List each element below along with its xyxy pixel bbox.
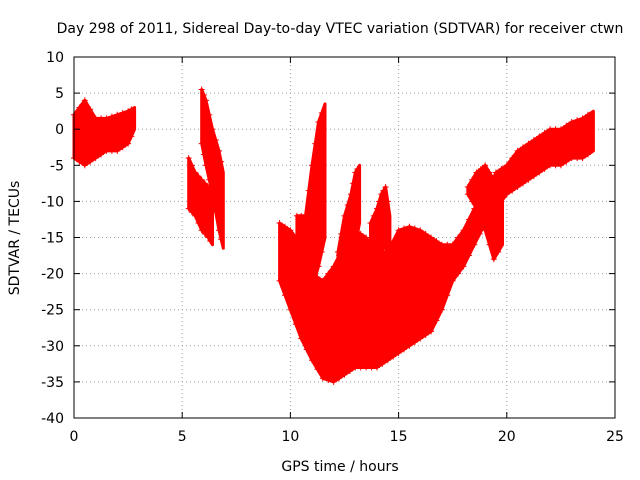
- y-tick-label: 10: [46, 50, 64, 66]
- y-tick-label: -10: [41, 194, 64, 210]
- y-tick-label: -15: [41, 231, 64, 247]
- y-tick-label: -40: [41, 411, 64, 427]
- data-band-band-2b: [200, 88, 225, 250]
- y-tick-label: -35: [41, 375, 64, 391]
- data-band-spike-1: [295, 102, 327, 297]
- y-tick-label: -5: [50, 158, 64, 174]
- tick-marks: [73, 56, 616, 419]
- data-band-band-2a: [187, 156, 214, 247]
- y-tick-label: 5: [55, 86, 64, 102]
- markers-band-2b: [198, 86, 225, 243]
- data-band-spike-4: [466, 163, 504, 261]
- data-band-spike-2: [336, 163, 362, 304]
- y-tick-label: -30: [41, 339, 64, 355]
- markers-band-2a: [185, 155, 214, 245]
- data-band-spike-3: [369, 185, 392, 290]
- markers-spike-4: [464, 162, 502, 263]
- x-tick-label: 5: [178, 429, 187, 445]
- markers-spike-1: [293, 109, 325, 299]
- y-tick-label: -25: [41, 303, 64, 319]
- x-tick-label: 10: [281, 429, 299, 445]
- markers-spike-2: [335, 165, 361, 306]
- tick-labels: 0 5 10 15 20 25 10 5 0 -5 -10 -15 -20 -25 -30 -35 -40: [41, 50, 624, 445]
- markers-spike-3: [367, 183, 391, 277]
- x-tick-label: 0: [70, 429, 79, 445]
- y-axis-label: SDTVAR / TECUs: [7, 181, 23, 296]
- x-tick-label: 15: [390, 429, 408, 445]
- x-tick-label: 25: [606, 429, 624, 445]
- x-tick-label: 20: [498, 429, 516, 445]
- y-tick-label: -20: [41, 267, 64, 283]
- y-tick-label: 0: [55, 122, 64, 138]
- x-axis-label: GPS time / hours: [281, 459, 398, 475]
- data-points: [71, 86, 595, 385]
- chart-title: Day 298 of 2011, Sidereal Day-to-day VTE…: [57, 21, 624, 37]
